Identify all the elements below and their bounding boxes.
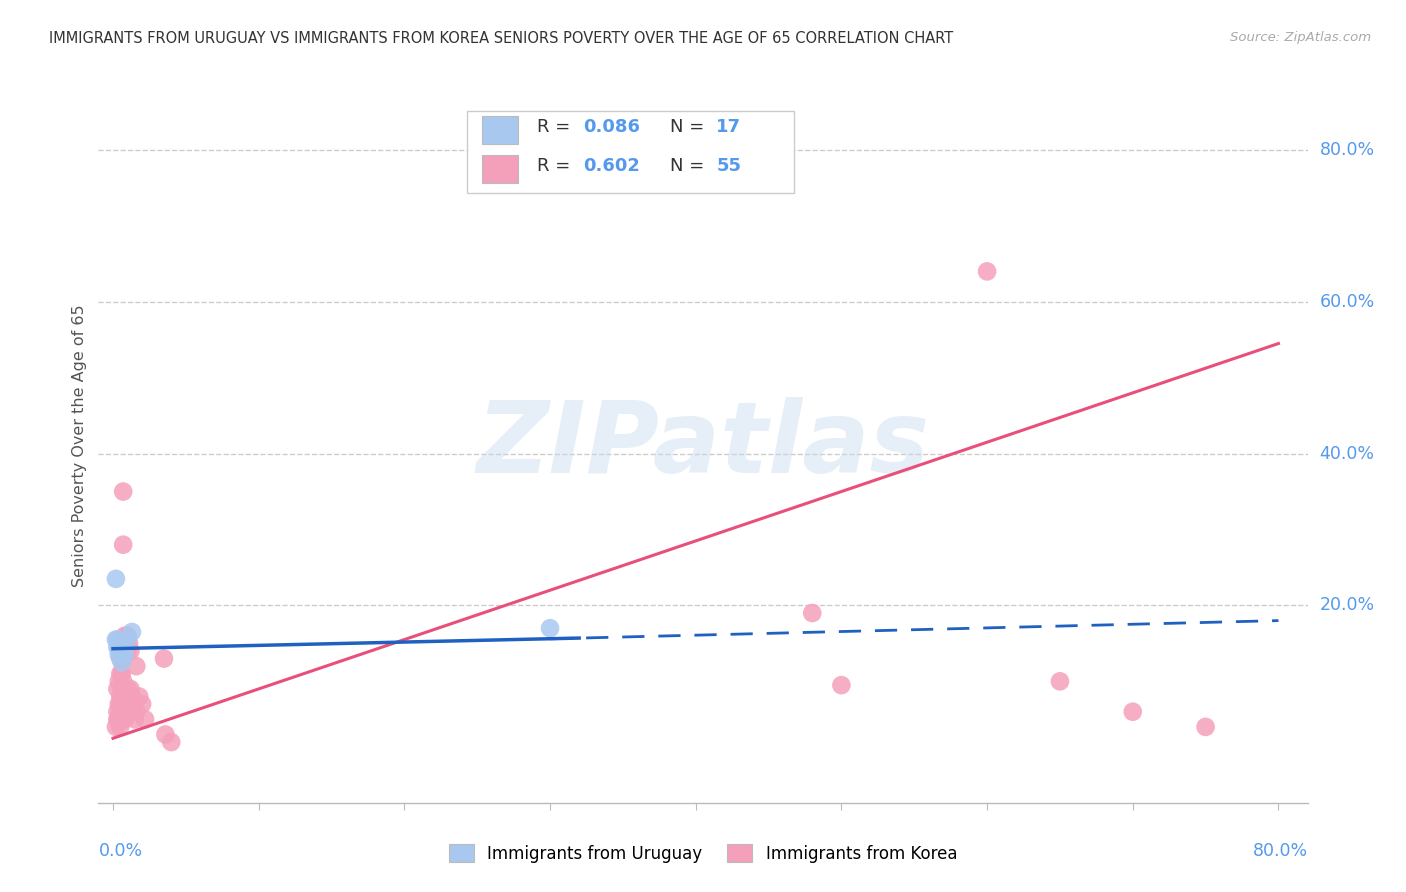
Point xyxy=(111,651,134,665)
Point xyxy=(112,642,135,657)
Point xyxy=(112,538,135,552)
Point xyxy=(108,648,131,662)
Point xyxy=(105,632,128,647)
Point xyxy=(110,690,132,704)
Point xyxy=(134,712,156,726)
Point xyxy=(120,644,142,658)
Point xyxy=(122,705,145,719)
Text: 80.0%: 80.0% xyxy=(1320,141,1375,159)
Text: 55: 55 xyxy=(716,157,741,175)
FancyBboxPatch shape xyxy=(482,116,517,144)
Point xyxy=(112,484,135,499)
Point xyxy=(105,712,128,726)
Point xyxy=(114,712,136,726)
Point xyxy=(111,632,134,647)
Point xyxy=(112,644,135,658)
Text: N =: N = xyxy=(671,157,710,175)
Point xyxy=(120,681,142,696)
Point xyxy=(121,690,143,704)
Legend: Immigrants from Uruguay, Immigrants from Korea: Immigrants from Uruguay, Immigrants from… xyxy=(443,838,963,870)
Point xyxy=(105,640,128,655)
Text: R =: R = xyxy=(537,118,576,136)
Point xyxy=(111,681,134,696)
Text: IMMIGRANTS FROM URUGUAY VS IMMIGRANTS FROM KOREA SENIORS POVERTY OVER THE AGE OF: IMMIGRANTS FROM URUGUAY VS IMMIGRANTS FR… xyxy=(49,31,953,46)
Point xyxy=(153,651,176,665)
Point xyxy=(110,712,132,726)
Text: N =: N = xyxy=(671,118,710,136)
Point xyxy=(1194,720,1216,734)
Point xyxy=(104,632,127,647)
Y-axis label: Seniors Poverty Over the Age of 65: Seniors Poverty Over the Age of 65 xyxy=(72,305,87,587)
Text: 0.086: 0.086 xyxy=(583,118,640,136)
Point xyxy=(111,705,134,719)
Point xyxy=(1049,674,1071,689)
Text: 0.602: 0.602 xyxy=(583,157,640,175)
Point xyxy=(115,636,138,650)
Point xyxy=(976,264,998,278)
Text: 80.0%: 80.0% xyxy=(1253,842,1308,860)
Point xyxy=(112,705,135,719)
Point xyxy=(155,727,177,741)
Point xyxy=(108,697,131,711)
Text: 0.0%: 0.0% xyxy=(98,842,142,860)
Point xyxy=(104,720,127,734)
Point xyxy=(105,681,128,696)
Point xyxy=(112,674,135,689)
Point xyxy=(114,648,136,662)
Point xyxy=(117,705,139,719)
Point xyxy=(110,697,132,711)
Text: Source: ZipAtlas.com: Source: ZipAtlas.com xyxy=(1230,31,1371,45)
Point xyxy=(105,705,128,719)
Point xyxy=(121,625,143,640)
Point xyxy=(110,640,132,655)
Point xyxy=(108,640,131,655)
Point xyxy=(110,705,132,719)
Point xyxy=(830,678,852,692)
Point xyxy=(128,690,150,704)
Point xyxy=(131,697,153,711)
Point xyxy=(125,705,148,719)
Point xyxy=(125,659,148,673)
Point xyxy=(111,666,134,681)
Point xyxy=(160,735,183,749)
Text: R =: R = xyxy=(537,157,576,175)
Point xyxy=(111,712,134,726)
Point xyxy=(108,712,131,726)
Point xyxy=(117,629,139,643)
Point xyxy=(110,720,132,734)
Point xyxy=(117,644,139,658)
Point xyxy=(117,632,139,647)
Point xyxy=(108,674,131,689)
Point xyxy=(538,621,561,635)
Point xyxy=(111,640,134,655)
Text: 40.0%: 40.0% xyxy=(1320,444,1375,463)
Point xyxy=(104,572,127,586)
Point xyxy=(114,629,136,643)
Point xyxy=(110,651,132,665)
Point xyxy=(111,648,134,662)
Point xyxy=(110,666,132,681)
Point xyxy=(1122,705,1144,719)
Point xyxy=(111,656,134,670)
Point xyxy=(124,712,146,726)
Point xyxy=(110,644,132,658)
Text: 60.0%: 60.0% xyxy=(1320,293,1375,310)
Text: ZIPatlas: ZIPatlas xyxy=(477,398,929,494)
FancyBboxPatch shape xyxy=(467,111,793,193)
Point xyxy=(112,651,135,665)
Point xyxy=(111,644,134,658)
Point xyxy=(112,690,135,704)
FancyBboxPatch shape xyxy=(482,155,517,183)
Point xyxy=(110,648,132,662)
Point xyxy=(801,606,824,620)
Text: 20.0%: 20.0% xyxy=(1320,597,1375,615)
Point xyxy=(117,681,139,696)
Text: 17: 17 xyxy=(716,118,741,136)
Point xyxy=(118,636,141,650)
